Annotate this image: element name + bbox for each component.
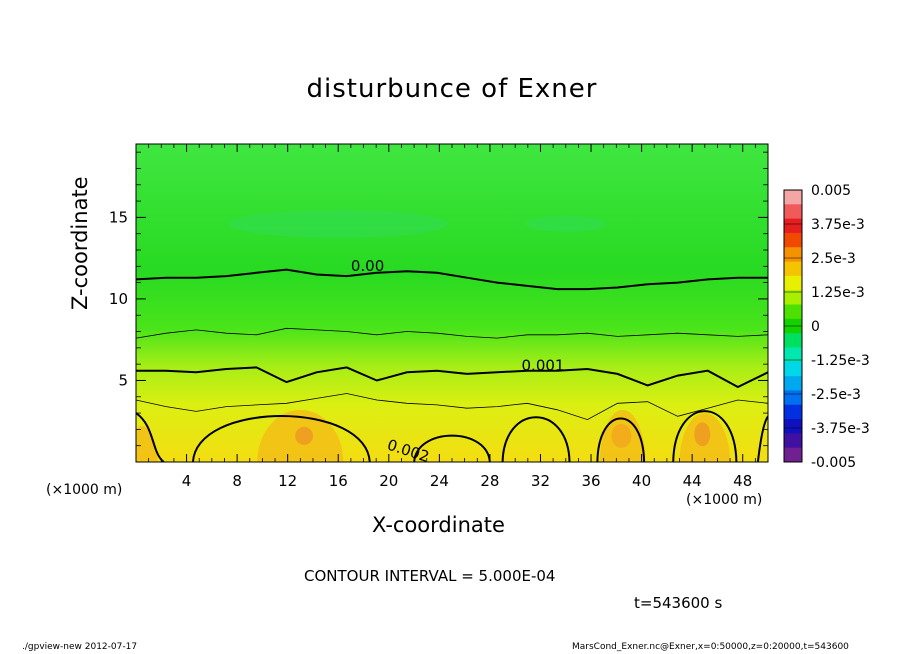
colorbar-segment <box>784 304 802 320</box>
colorbar-label: -0.005 <box>811 455 856 471</box>
y-axis-label: Z-coordinate <box>68 176 92 310</box>
high-anomaly-core <box>295 426 314 445</box>
contour-line <box>192 415 371 462</box>
x-tick-label: 48 <box>733 472 752 490</box>
x-axis-label: X-coordinate <box>372 513 505 537</box>
y-tick-label: 15 <box>109 208 128 226</box>
x-tick-label: 20 <box>379 472 398 490</box>
y-tick-label: 5 <box>118 371 128 389</box>
contour-line <box>501 416 571 462</box>
colorbar-segment <box>784 419 802 434</box>
contour-line <box>136 327 768 339</box>
x-tick-label: 8 <box>232 472 242 490</box>
contour-line <box>672 410 738 462</box>
y-tick-label: 10 <box>109 290 128 308</box>
colorbar-segment <box>784 261 802 277</box>
colorbar-segment <box>784 190 802 205</box>
contour-line <box>136 366 768 389</box>
contour-interval-label: CONTOUR INTERVAL = 5.000E-04 <box>304 567 556 585</box>
contour-label: 0.00 <box>351 257 384 275</box>
colorbar-segment <box>784 333 802 348</box>
x-tick-label: 28 <box>480 472 499 490</box>
colorbar-label: 0 <box>811 319 820 335</box>
colorbar-segment <box>784 218 802 234</box>
low-anomaly-region <box>228 209 449 238</box>
contour-line <box>136 393 768 421</box>
contour-line <box>596 417 646 462</box>
colorbar-segment <box>784 433 802 449</box>
time-label: t=543600 s <box>634 594 723 612</box>
colorbar-segment <box>784 247 802 263</box>
colorbar: 0.005 3.75e-3 2.5e-3 1.25e-3 0 -1.25e-3 -2.5e-… <box>783 183 870 471</box>
colorbar-label: -3.75e-3 <box>811 421 870 437</box>
contour-line <box>136 412 165 462</box>
low-anomaly-region <box>525 215 606 232</box>
contour-label: 0.001 <box>522 357 565 375</box>
contour-line <box>756 415 768 462</box>
colorbar-segment <box>784 204 802 220</box>
colorbar-label: -2.5e-3 <box>811 387 861 403</box>
contour-line-zero <box>136 268 768 291</box>
high-anomaly-region <box>136 426 158 462</box>
x-tick-label: 36 <box>581 472 600 490</box>
high-anomaly-core <box>611 423 632 448</box>
x-tick-label: 16 <box>329 472 348 490</box>
footer-right: MarsCond_Exner.nc@Exner,x=0:50000,z=0:20… <box>572 642 849 652</box>
colorbar-segment <box>784 361 802 377</box>
x-unit-label-right: (×1000 m) <box>686 492 763 508</box>
colorbar-segment <box>784 275 802 291</box>
colorbar-label: -1.25e-3 <box>811 353 870 369</box>
x-tick-label: 40 <box>632 472 651 490</box>
colorbar-segment <box>784 447 802 463</box>
footer-left: ./gpview-new 2012-07-17 <box>22 642 138 652</box>
x-unit-label-left: (×1000 m) <box>46 482 123 498</box>
colorbar-segment <box>784 290 802 306</box>
x-tick-label: 24 <box>430 472 449 490</box>
x-tick-label: 32 <box>531 472 550 490</box>
colorbar-segment <box>784 347 802 363</box>
x-tick-label: 12 <box>278 472 297 490</box>
x-tick-label: 4 <box>182 472 192 490</box>
colorbar-segment <box>784 376 802 391</box>
colorbar-segment <box>784 404 802 420</box>
colorbar-label: 0.005 <box>811 183 851 199</box>
colorbar-label: 2.5e-3 <box>811 251 856 267</box>
contour-line <box>413 434 491 462</box>
chart-title: disturbunce of Exner <box>306 74 598 104</box>
high-anomaly-core <box>694 422 711 447</box>
colorbar-segment <box>784 232 802 248</box>
colorbar-segment <box>784 390 802 406</box>
colorbar-label: 1.25e-3 <box>811 285 865 301</box>
plot-area <box>136 144 768 462</box>
colorbar-label: 3.75e-3 <box>811 217 865 233</box>
x-tick-label: 44 <box>683 472 702 490</box>
